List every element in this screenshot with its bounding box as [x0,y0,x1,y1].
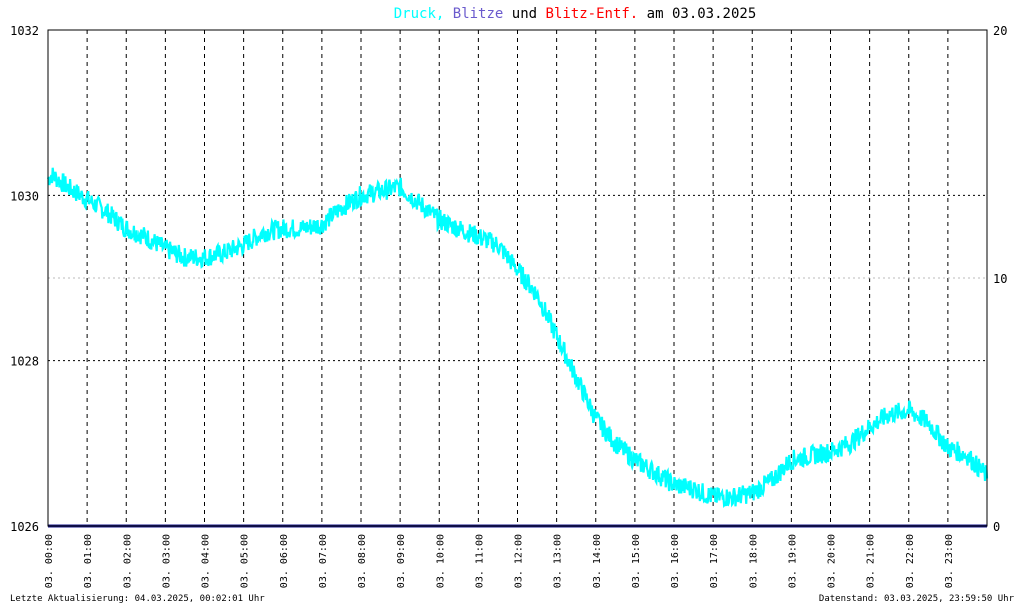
y-axis-left: 1026 1028 1030 1032 [10,24,39,534]
x-axis: 03. 00:00 03. 01:00 03. 02:00 03. 03:00 03. … [44,534,955,588]
x-tick-label: 03. 01:00 [83,534,94,588]
x-tick-label: 03. 08:00 [357,534,368,588]
grid [48,30,987,526]
title-entf: Blitz-Entf. [546,6,639,22]
y-left-tick-label: 1032 [10,24,39,38]
title-am: am [647,6,664,22]
x-tick-label: 03. 04:00 [201,534,212,588]
y-left-tick-label: 1028 [10,355,39,369]
y-left-tick-label: 1026 [10,520,39,534]
series-druck [46,167,989,508]
x-tick-label: 03. 22:00 [905,534,916,588]
title-und: und [512,6,537,22]
x-tick-label: 03. 20:00 [827,534,838,588]
x-tick-label: 03. 19:00 [787,534,798,588]
y-left-tick-label: 1030 [10,189,39,203]
x-tick-label: 03. 16:00 [670,534,681,588]
x-tick-label: 03. 23:00 [944,534,955,588]
title-sep: , [436,6,444,22]
y-right-tick-label: 0 [993,520,1000,534]
x-tick-label: 03. 15:00 [631,534,642,588]
x-tick-label: 03. 02:00 [122,534,133,588]
x-tick-label: 03. 06:00 [279,534,290,588]
x-tick-label: 03. 12:00 [514,534,525,588]
footer-left: Letzte Aktualisierung: 04.03.2025, 00:02… [10,594,265,604]
y-right-tick-label: 10 [993,272,1007,286]
x-tick-label: 03. 13:00 [553,534,564,588]
footer-right: Datenstand: 03.03.2025, 23:59:50 Uhr [819,594,1015,604]
plot-frame [47,29,988,527]
x-tick-label: 03. 00:00 [44,534,55,588]
x-tick-label: 03. 09:00 [396,534,407,588]
y-axis-right: 0 10 20 [993,24,1007,534]
x-tick-label: 03. 03:00 [161,534,172,588]
x-tick-label: 03. 07:00 [318,534,329,588]
x-tick-label: 03. 17:00 [709,534,720,588]
x-tick-label: 03. 05:00 [240,534,251,588]
x-tick-label: 03. 21:00 [866,534,877,588]
x-tick-label: 03. 11:00 [474,534,485,588]
x-tick-label: 03. 14:00 [592,534,603,588]
title-blitze: Blitze [453,6,504,22]
x-tick-label: 03. 18:00 [748,534,759,588]
chart-title: Druck, Blitze und Blitz-Entf. am 03.03.2… [394,6,757,22]
title-druck: Druck [394,6,437,22]
title-date: 03.03.2025 [672,6,756,22]
druck-line [46,167,989,508]
x-tick-label: 03. 10:00 [435,534,446,588]
y-right-tick-label: 20 [993,24,1007,38]
